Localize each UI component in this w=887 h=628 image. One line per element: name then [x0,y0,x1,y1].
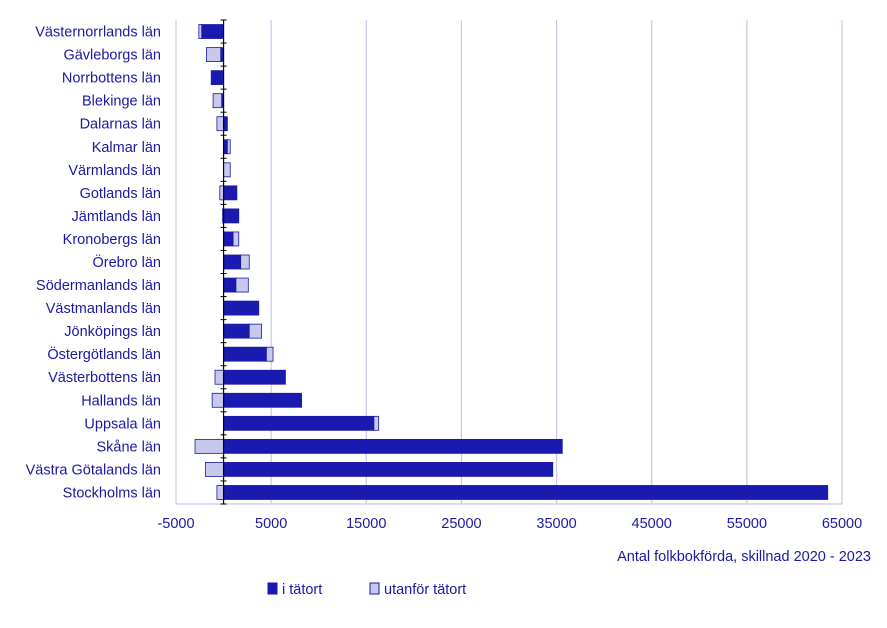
bar-i-tatort [223,438,563,454]
bar-utanfor-tatort [240,254,250,270]
legend-label-i-tatort: i tätort [282,582,322,598]
bar-utanfor-tatort [198,24,203,39]
x-tick-label: 45000 [632,516,672,532]
bar-utanfor-tatort [235,277,249,293]
x-tick-label: 35000 [536,516,576,532]
category-label: Västmanlands län [46,301,161,317]
bar-i-tatort [223,277,237,293]
category-label: Kalmar län [92,140,161,156]
bar-i-tatort [223,208,240,224]
bar-utanfor-tatort [265,346,274,362]
bar-utanfor-tatort [211,392,224,408]
category-label: Jämtlands län [72,209,161,225]
category-label: Skåne län [97,439,162,455]
bar-utanfor-tatort [214,369,224,385]
category-label: Blekinge län [82,94,161,110]
bar-i-tatort [223,300,260,316]
bar-utanfor-tatort [373,415,380,431]
legend-swatch-utanfor-tatort [369,582,380,595]
bar-i-tatort [223,323,250,339]
bar-utanfor-tatort [248,323,263,339]
bar-i-tatort [201,24,224,39]
category-label: Uppsala län [84,416,161,432]
x-tick-label: -5000 [157,516,194,532]
bar-i-tatort [223,392,302,408]
category-label: Hallands län [81,393,161,409]
x-axis-title: Antal folkbokförda, skillnad 2020 - 2023 [617,549,871,565]
category-label: Örebro län [92,253,161,271]
bar-utanfor-tatort [216,116,224,132]
category-label: Värmlands län [68,163,161,179]
x-tick-label: 25000 [441,516,481,532]
category-label: Västernorrlands län [35,25,161,41]
category-label: Gotlands län [80,186,161,202]
category-label: Kronobergs län [63,232,161,248]
bar-utanfor-tatort [232,231,240,247]
x-tick-label: 5000 [255,516,287,532]
bar-i-tatort [223,415,375,431]
category-label: Dalarnas län [80,117,161,133]
bar-i-tatort [223,462,554,477]
grid-lines [175,20,843,504]
bar-i-tatort [223,346,267,362]
category-label: Västra Götalands län [26,462,161,478]
bar-i-tatort [223,231,234,247]
bar-utanfor-tatort [216,485,224,500]
bars [194,24,829,500]
category-label: Södermanlands län [36,278,161,294]
labels: -5000 5000 15000 25000 35000 45000 55000 65000 V… [26,25,863,532]
axes [176,19,842,505]
legend-swatch-i-tatort [267,582,278,595]
bar-utanfor-tatort [205,462,224,477]
category-label: Västerbottens län [48,370,161,386]
bar-i-tatort [223,185,238,201]
legend-label-utanfor-tatort: utanför tätort [384,582,466,598]
bar-i-tatort [223,369,286,385]
bar-utanfor-tatort [223,162,231,178]
category-label: Gävleborgs län [63,48,161,64]
x-tick-label: 55000 [727,516,767,532]
category-label: Stockholms län [63,485,161,501]
category-label: Östergötlands län [47,345,161,363]
x-tick-label: 15000 [346,516,386,532]
category-label: Norrbottens län [62,71,161,87]
bar-i-tatort [223,254,242,270]
bar-utanfor-tatort [212,93,223,109]
bar-utanfor-tatort [206,47,222,62]
bar-utanfor-tatort [194,438,224,454]
legend: i tätort utanför tätort [267,582,466,598]
bar-utanfor-tatort [226,139,231,155]
bar-i-tatort [223,485,829,500]
category-label: Jönköpings län [64,324,161,340]
bar-i-tatort [210,70,224,86]
x-tick-label: 65000 [822,516,862,532]
